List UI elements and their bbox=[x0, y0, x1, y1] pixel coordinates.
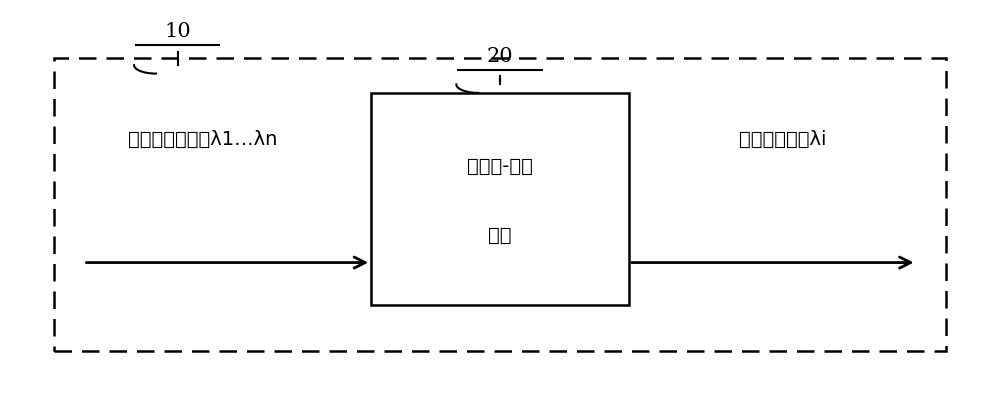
Text: 装置: 装置 bbox=[488, 226, 512, 245]
Bar bbox=[54, 58, 946, 351]
Text: 法布里-珀罗: 法布里-珀罗 bbox=[467, 157, 533, 176]
Text: 光学模式输出λi: 光学模式输出λi bbox=[739, 130, 826, 149]
Text: 10: 10 bbox=[164, 22, 191, 41]
Text: 飞秒光学频率梳λ1…λn: 飞秒光学频率梳λ1…λn bbox=[128, 130, 277, 149]
Bar bbox=[371, 93, 629, 305]
Text: 20: 20 bbox=[487, 47, 513, 66]
